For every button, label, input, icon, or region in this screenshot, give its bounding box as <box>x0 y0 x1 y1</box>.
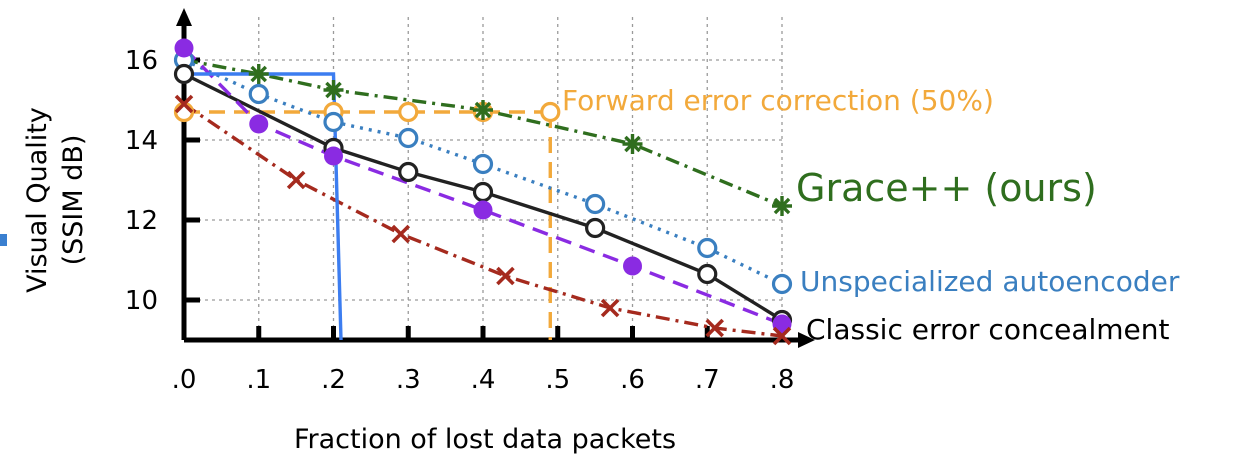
data-point <box>472 181 494 203</box>
series-line-6 <box>184 72 343 341</box>
x-tick-label: .1 <box>246 365 271 395</box>
series-label: Grace++ (ours) <box>796 166 1097 210</box>
x-tick-label: .8 <box>770 365 795 395</box>
y-tick-label: 16 <box>125 46 158 76</box>
x-axis-title: Fraction of lost data packets <box>294 424 676 455</box>
data-point <box>600 298 620 318</box>
data-point <box>772 326 792 346</box>
y-tick-label: 12 <box>125 206 158 236</box>
labels: Forward error correction (50%) Grace++ (o… <box>562 84 1180 346</box>
x-tick-label: .6 <box>620 365 645 395</box>
data-point <box>173 63 195 85</box>
data-point <box>398 161 419 183</box>
data-point <box>473 200 493 220</box>
data-point <box>705 318 724 338</box>
data-point <box>174 38 194 58</box>
data-point <box>697 237 718 259</box>
x-tick-label: .4 <box>471 365 496 395</box>
data-point <box>697 263 718 285</box>
series-markers <box>173 38 793 346</box>
y-tick-label: 10 <box>125 286 158 316</box>
series-label: Forward error correction (50%) <box>562 84 994 117</box>
x-tick-label: .5 <box>545 365 570 395</box>
data-point <box>398 101 419 123</box>
data-point <box>249 114 269 134</box>
series-line-1 <box>183 58 783 208</box>
x-tick-label: .3 <box>396 365 421 395</box>
axes: .0 .1 .2 .3 .4 .5 .6 .7 .8 10 12 14 16 <box>125 8 815 395</box>
data-point <box>286 170 306 190</box>
data-point <box>473 100 493 120</box>
data-point <box>324 146 343 166</box>
data-point <box>248 64 269 84</box>
x-tick-label: .0 <box>172 365 197 395</box>
grid <box>184 17 783 340</box>
x-axis-arrow <box>798 332 815 348</box>
series-line-4 <box>182 46 783 326</box>
y-tick-label: 14 <box>125 126 158 156</box>
x-tick-label: .2 <box>321 365 346 395</box>
data-point <box>496 266 515 286</box>
data-point <box>472 153 494 175</box>
x-tick-label: .7 <box>695 365 720 395</box>
data-point <box>323 111 344 133</box>
data-point <box>622 134 643 154</box>
y-axis-title-line1: Visual Quality <box>22 107 53 293</box>
data-point <box>398 127 419 149</box>
data-point <box>174 94 194 114</box>
data-point <box>391 224 411 244</box>
data-point <box>772 196 792 216</box>
data-point <box>771 273 793 295</box>
data-point <box>585 193 606 215</box>
series-label: Classic error concealment <box>806 313 1170 346</box>
left-edge-marker <box>0 234 7 246</box>
y-axis-arrow <box>176 8 192 26</box>
data-point <box>248 83 269 105</box>
data-point <box>585 217 606 239</box>
data-point <box>540 101 561 123</box>
series-label: Unspecialized autoencoder <box>800 265 1180 298</box>
y-axis-title-line2: (SSIM dB) <box>58 135 89 266</box>
data-point <box>323 80 344 100</box>
data-point <box>623 256 642 276</box>
